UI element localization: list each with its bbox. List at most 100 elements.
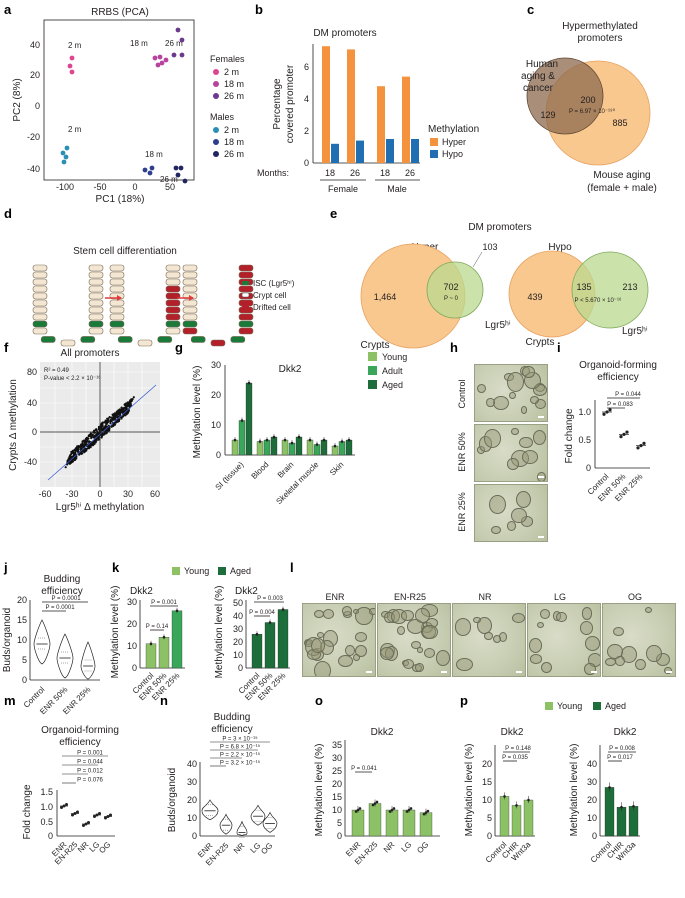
k-ticks: 0 10 20 30 0 10 20 30 40 50 xyxy=(127,597,243,673)
f-dot xyxy=(94,440,97,443)
d-cell xyxy=(40,336,56,343)
b-ylabel-2: covered promoter xyxy=(285,64,296,143)
m-sig: P = 0.001 P = 0.044 P = 0.012 P = 0.076 xyxy=(62,751,108,784)
g-bar xyxy=(270,436,278,456)
p1-ytick: 5 xyxy=(487,813,492,823)
d-cell xyxy=(117,336,133,343)
g-point xyxy=(272,435,276,439)
j-violins xyxy=(33,619,96,680)
organoid xyxy=(345,644,356,656)
panel-e: DM promoters Hyper 1,464 702 P ~ 0 103 C… xyxy=(361,222,649,351)
scale-bar xyxy=(441,671,447,673)
m-points xyxy=(60,803,112,827)
organoid xyxy=(522,366,536,378)
f-dot xyxy=(89,446,92,449)
j-title-1: Budding xyxy=(44,574,81,585)
organoid xyxy=(511,612,525,623)
f-dot xyxy=(120,406,123,409)
o-bar xyxy=(368,803,382,837)
g-ytick: 20 xyxy=(211,390,221,400)
b-bar-hypo xyxy=(331,143,339,163)
f-dot xyxy=(117,419,120,423)
organoid xyxy=(506,521,517,531)
f-dot xyxy=(129,399,132,402)
a-legend-dot xyxy=(213,127,219,133)
organoid xyxy=(634,658,646,671)
k2-ytick: 50 xyxy=(233,598,243,608)
k2-point xyxy=(255,632,259,636)
g-legend-aged-text: Aged xyxy=(382,380,403,390)
b-ytick: 6 xyxy=(304,62,309,72)
a-title: RRBS (PCA) xyxy=(91,7,149,18)
j-violins-violin xyxy=(56,633,74,679)
j-ytick: 20 xyxy=(17,595,27,605)
g-bar xyxy=(238,420,246,456)
f-xtick: -30 xyxy=(65,489,78,499)
d-cell xyxy=(165,327,181,335)
i-ytick: 0.5 xyxy=(578,435,591,445)
a-point xyxy=(67,63,73,69)
organoid xyxy=(473,616,482,624)
organoid xyxy=(401,610,414,621)
a-point xyxy=(69,69,75,75)
d-cell xyxy=(210,339,226,347)
b-month: 26 xyxy=(350,168,360,178)
d-cell xyxy=(32,292,48,300)
f-dot xyxy=(81,441,84,444)
f-dot xyxy=(81,450,84,453)
f-dot xyxy=(86,447,89,450)
a-legend-dot xyxy=(213,69,219,75)
k-p2b: P = 0.004 xyxy=(249,610,275,616)
d-cell xyxy=(165,285,181,293)
c-p: P = 6.97 × 10⁻¹⁹⁰ xyxy=(569,108,616,115)
o-ytick: 20 xyxy=(332,779,342,789)
p-title-2: Dkk2 xyxy=(614,727,637,738)
organoid xyxy=(416,647,424,654)
panel-letter-g: g xyxy=(175,340,183,355)
i-ylabel: Fold change xyxy=(564,408,575,463)
d-legend-isc-text: ISC (Lgr5ʰⁱ) xyxy=(253,279,295,288)
d-cell xyxy=(32,327,48,335)
o-point xyxy=(407,808,411,812)
n-violins-violin xyxy=(262,811,278,833)
k2-ytick: 10 xyxy=(233,650,243,660)
i-point xyxy=(642,441,646,445)
m-point xyxy=(65,803,68,806)
d-crypts xyxy=(32,264,254,347)
l-label: ENR xyxy=(325,592,345,602)
l-label: EN-R25 xyxy=(394,592,426,602)
panel-letter-c: c xyxy=(527,2,534,17)
d-cell xyxy=(32,285,48,293)
k1-point xyxy=(162,635,166,639)
f-dot xyxy=(71,455,74,458)
o-point xyxy=(422,812,426,816)
a-legend-item: 18 m xyxy=(224,79,244,89)
organoid xyxy=(605,658,616,667)
d-cell xyxy=(182,320,198,328)
panel-i: Organoid-forming efficiency 0 0.5 1.0 Fo… xyxy=(564,360,657,503)
h-row-enr50: ENR 50% xyxy=(457,432,467,472)
d-cell xyxy=(182,299,198,307)
f-dot xyxy=(85,449,88,452)
f-ytick: 40 xyxy=(27,398,37,408)
k2-point xyxy=(268,621,272,624)
j-p1: P = 0.0001 xyxy=(51,596,81,602)
o-xlabel: NR xyxy=(382,840,397,855)
organoid xyxy=(532,430,547,446)
f-dot xyxy=(75,457,78,460)
g-bar xyxy=(256,441,264,456)
m-point xyxy=(98,812,101,815)
g-xlabel: Blood xyxy=(250,460,271,481)
i-point xyxy=(608,408,612,412)
a-point xyxy=(152,55,158,61)
organoid xyxy=(511,507,527,524)
a-ytick: 0 xyxy=(35,101,40,111)
a-point xyxy=(63,154,69,160)
n-title-1: Budding xyxy=(214,712,251,723)
d-cell xyxy=(165,292,181,300)
b-month: 18 xyxy=(325,168,335,178)
g-point xyxy=(290,441,294,445)
f-dot xyxy=(77,446,80,449)
n-violins-violin xyxy=(201,799,219,821)
